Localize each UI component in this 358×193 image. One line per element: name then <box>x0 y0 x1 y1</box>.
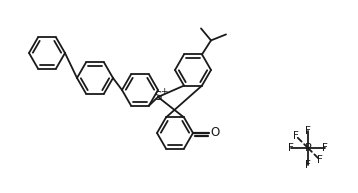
Text: F: F <box>293 131 299 141</box>
Text: F: F <box>305 126 311 136</box>
Text: F: F <box>288 143 294 153</box>
Text: +: + <box>160 87 168 96</box>
Text: F: F <box>317 155 323 165</box>
Text: S: S <box>154 91 162 103</box>
Text: P: P <box>305 143 311 153</box>
Text: F: F <box>322 143 328 153</box>
Text: F: F <box>305 160 311 170</box>
Text: O: O <box>211 126 219 140</box>
